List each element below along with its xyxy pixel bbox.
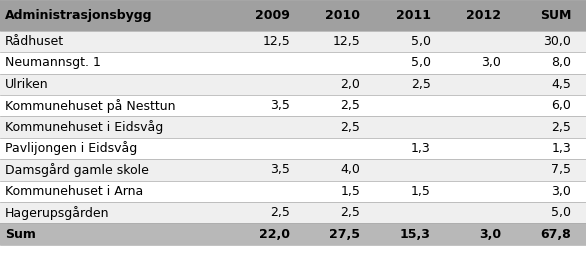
Text: 5,0: 5,0 bbox=[411, 56, 431, 69]
Text: 3,0: 3,0 bbox=[551, 185, 571, 198]
Bar bbox=[0, 138, 586, 159]
Text: 8,0: 8,0 bbox=[551, 56, 571, 69]
Text: Rådhuset: Rådhuset bbox=[5, 35, 64, 48]
Text: 7,5: 7,5 bbox=[551, 163, 571, 176]
Bar bbox=[0, 0, 586, 31]
Text: 5,0: 5,0 bbox=[411, 35, 431, 48]
Text: 67,8: 67,8 bbox=[541, 228, 571, 241]
Text: 2012: 2012 bbox=[466, 9, 501, 22]
Text: 2,5: 2,5 bbox=[340, 121, 360, 134]
Text: Pavlijongen i Eidsvåg: Pavlijongen i Eidsvåg bbox=[5, 141, 137, 156]
Text: 2,5: 2,5 bbox=[551, 121, 571, 134]
Text: 4,5: 4,5 bbox=[551, 78, 571, 91]
Text: 2009: 2009 bbox=[255, 9, 290, 22]
Bar bbox=[0, 202, 586, 223]
Text: 2,5: 2,5 bbox=[411, 78, 431, 91]
Text: 1,5: 1,5 bbox=[340, 185, 360, 198]
Bar bbox=[0, 52, 586, 74]
Text: Neumannsgt. 1: Neumannsgt. 1 bbox=[5, 56, 101, 69]
Text: SUM: SUM bbox=[540, 9, 571, 22]
Bar bbox=[0, 74, 586, 95]
Text: 5,0: 5,0 bbox=[551, 206, 571, 219]
Text: Kommunehuset på Nesttun: Kommunehuset på Nesttun bbox=[5, 99, 175, 113]
Bar bbox=[0, 31, 586, 52]
Text: 3,0: 3,0 bbox=[479, 228, 501, 241]
Text: 1,3: 1,3 bbox=[551, 142, 571, 155]
Bar bbox=[0, 116, 586, 138]
Text: 3,0: 3,0 bbox=[481, 56, 501, 69]
Text: 2,5: 2,5 bbox=[340, 99, 360, 112]
Bar bbox=[0, 95, 586, 116]
Text: Kommunehuset i Arna: Kommunehuset i Arna bbox=[5, 185, 143, 198]
Text: 4,0: 4,0 bbox=[340, 163, 360, 176]
Bar bbox=[0, 181, 586, 202]
Text: Hagerupsgården: Hagerupsgården bbox=[5, 206, 109, 220]
Text: 2011: 2011 bbox=[396, 9, 431, 22]
Text: 12,5: 12,5 bbox=[263, 35, 290, 48]
Text: 30,0: 30,0 bbox=[543, 35, 571, 48]
Text: 22,0: 22,0 bbox=[259, 228, 290, 241]
Text: 2,5: 2,5 bbox=[270, 206, 290, 219]
Text: 6,0: 6,0 bbox=[551, 99, 571, 112]
Text: 12,5: 12,5 bbox=[333, 35, 360, 48]
Text: Ulriken: Ulriken bbox=[5, 78, 48, 91]
Text: Administrasjonsbygg: Administrasjonsbygg bbox=[5, 9, 152, 22]
Text: 2010: 2010 bbox=[325, 9, 360, 22]
Text: 27,5: 27,5 bbox=[329, 228, 360, 241]
Text: 2,0: 2,0 bbox=[340, 78, 360, 91]
Text: Sum: Sum bbox=[5, 228, 36, 241]
Bar bbox=[0, 159, 586, 181]
Text: 3,5: 3,5 bbox=[270, 163, 290, 176]
Text: Damsgård gamle skole: Damsgård gamle skole bbox=[5, 163, 149, 177]
Bar bbox=[0, 223, 586, 245]
Text: 2,5: 2,5 bbox=[340, 206, 360, 219]
Text: Kommunehuset i Eidsvåg: Kommunehuset i Eidsvåg bbox=[5, 120, 163, 134]
Text: 15,3: 15,3 bbox=[400, 228, 431, 241]
Text: 1,3: 1,3 bbox=[411, 142, 431, 155]
Text: 1,5: 1,5 bbox=[411, 185, 431, 198]
Text: 3,5: 3,5 bbox=[270, 99, 290, 112]
